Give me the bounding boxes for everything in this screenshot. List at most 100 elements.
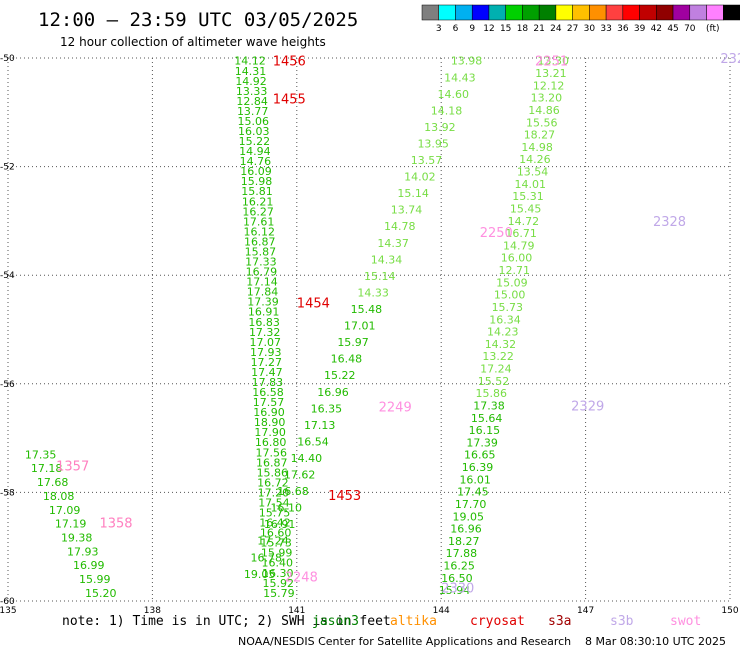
time-label: 2249 — [379, 401, 412, 416]
colorbar-label: 21 — [533, 24, 544, 34]
colorbar-unit: (ft) — [706, 24, 720, 34]
data-point-label: 15.09 — [496, 276, 528, 289]
data-point-label: 17.24 — [257, 535, 289, 548]
y-tick-label: -56 — [0, 380, 15, 390]
data-point-label: 14.40 — [291, 452, 323, 465]
data-point-label: 17.45 — [457, 486, 489, 499]
data-point-label: 13.33 — [236, 85, 268, 98]
satellite-legend-item: altika — [390, 614, 437, 629]
colorbar-label: 12 — [483, 24, 494, 34]
colorbar-swatch — [471, 4, 490, 21]
data-point-label: 12.12 — [533, 79, 565, 92]
data-point-label: 16.58 — [252, 386, 284, 399]
x-tick-label: 138 — [144, 606, 161, 616]
data-point-label: 14.98 — [521, 141, 553, 154]
data-point-label: 16.40 — [261, 557, 293, 570]
colorbar-swatch — [455, 4, 473, 21]
data-point-label: 15.52 — [478, 375, 510, 388]
colorbar-swatch — [672, 4, 691, 21]
colorbar-label: 42 — [651, 24, 662, 34]
colorbar-swatch — [572, 4, 590, 21]
data-point-label: 16.87 — [256, 456, 288, 469]
data-point-label: 16.50 — [441, 572, 473, 585]
x-tick-label: 147 — [577, 606, 594, 616]
data-point-label: 19.05 — [244, 568, 276, 581]
plot-area: 135 138 141 144 147 150 -50 -52 -54 -56 -58 -60 14.1… — [0, 52, 740, 616]
colorbar-label: 45 — [667, 24, 678, 34]
x-tick-label: 141 — [288, 606, 305, 616]
data-point-label: 15.48 — [351, 303, 383, 316]
data-point-label: 14.32 — [485, 338, 516, 351]
colorbar: 3 6 9 12 15 18 21 24 27 30 33 36 39 42 45 70 — [421, 4, 740, 34]
data-point-label: 13.21 — [535, 67, 567, 80]
data-point-label: 15.06 — [237, 115, 269, 128]
data-point-label: 14.78 — [384, 220, 416, 233]
colorbar-swatch — [706, 4, 724, 21]
data-point-label: 16.27 — [242, 205, 274, 218]
colorbar-label: 6 — [453, 24, 459, 34]
colorbar-label: 9 — [469, 24, 475, 34]
data-point-label: 13.20 — [531, 92, 563, 105]
data-point-label: 14.12 — [234, 55, 266, 68]
data-point-label: 17.07 — [249, 336, 280, 349]
data-point-label: 17.39 — [247, 296, 278, 309]
data-point-label: 15.22 — [324, 369, 356, 382]
data-point-label: 14.02 — [404, 171, 436, 184]
data-point-label: 14.31 — [235, 65, 267, 78]
data-point-label: 14.60 — [437, 88, 469, 101]
data-point-label: 15.94 — [439, 584, 471, 597]
data-point-label: 13.22 — [482, 350, 514, 363]
data-point-label: 16.12 — [243, 225, 274, 238]
data-point-label: 18.27 — [448, 535, 480, 548]
satellite-legend-item: jason3 — [312, 614, 359, 629]
data-point-label: 16.87 — [244, 235, 276, 248]
y-tick-label: -52 — [0, 163, 15, 173]
x-tick-label: 135 — [0, 606, 17, 616]
data-point-label: 16.83 — [248, 316, 280, 329]
note-text: note: 1) Time is in UTC; 2) SWH is in fe… — [62, 614, 391, 629]
data-point-label: 14.34 — [371, 253, 403, 266]
time-label: 1456 — [273, 55, 306, 70]
colorbar-swatch — [605, 4, 624, 21]
data-point-label: 16.91 — [264, 518, 296, 531]
data-point-label: 17.56 — [255, 446, 286, 459]
data-point-label: 15.98 — [241, 175, 273, 188]
colorbar-swatch — [522, 4, 540, 21]
data-point-label: 15.97 — [337, 336, 369, 349]
time-label: 1358 — [99, 516, 132, 531]
data-point-label: 13.77 — [237, 105, 269, 118]
y-tick-label: -58 — [0, 488, 15, 498]
time-label: 1454 — [297, 296, 330, 311]
data-point-label: 14.43 — [444, 71, 476, 84]
data-point-label: 17.57 — [253, 396, 285, 409]
data-point-label: 16.25 — [443, 560, 475, 573]
data-point-label: 15.92 — [263, 577, 295, 590]
data-point-label: 15.86 — [257, 466, 289, 479]
colorbar-swatch — [421, 4, 439, 21]
data-point-label: 16.10 — [271, 502, 303, 515]
data-point-label: 15.22 — [239, 135, 271, 148]
data-point-label: 12.71 — [498, 264, 530, 277]
data-point-label: 17.14 — [246, 276, 278, 289]
colorbar-label: 27 — [567, 24, 578, 34]
data-point-label: 17.24 — [480, 363, 512, 376]
data-point-label: 16.71 — [505, 227, 537, 240]
data-point-label: 16.03 — [238, 125, 270, 138]
data-point-label: 15.86 — [476, 387, 508, 400]
data-point-label: 14.76 — [240, 155, 272, 168]
data-point-label: 18.08 — [43, 490, 75, 503]
colorbar-swatch — [438, 4, 456, 21]
data-point-label: 17.33 — [245, 256, 277, 269]
data-point-label: 14.86 — [528, 104, 560, 117]
data-point-label: 16.09 — [240, 165, 272, 178]
data-point-label: 13.74 — [391, 204, 423, 217]
data-point-label: 17.39 — [466, 436, 498, 449]
data-point-label: 16.42 — [259, 517, 291, 530]
data-point-label: 16.34 — [489, 313, 520, 326]
colorbar-swatch — [555, 4, 573, 21]
data-point-label: 12.84 — [236, 95, 268, 108]
data-point-label: 16.01 — [459, 473, 491, 486]
data-point-label: 17.84 — [247, 286, 279, 299]
data-point-label: 17.68 — [37, 476, 69, 489]
